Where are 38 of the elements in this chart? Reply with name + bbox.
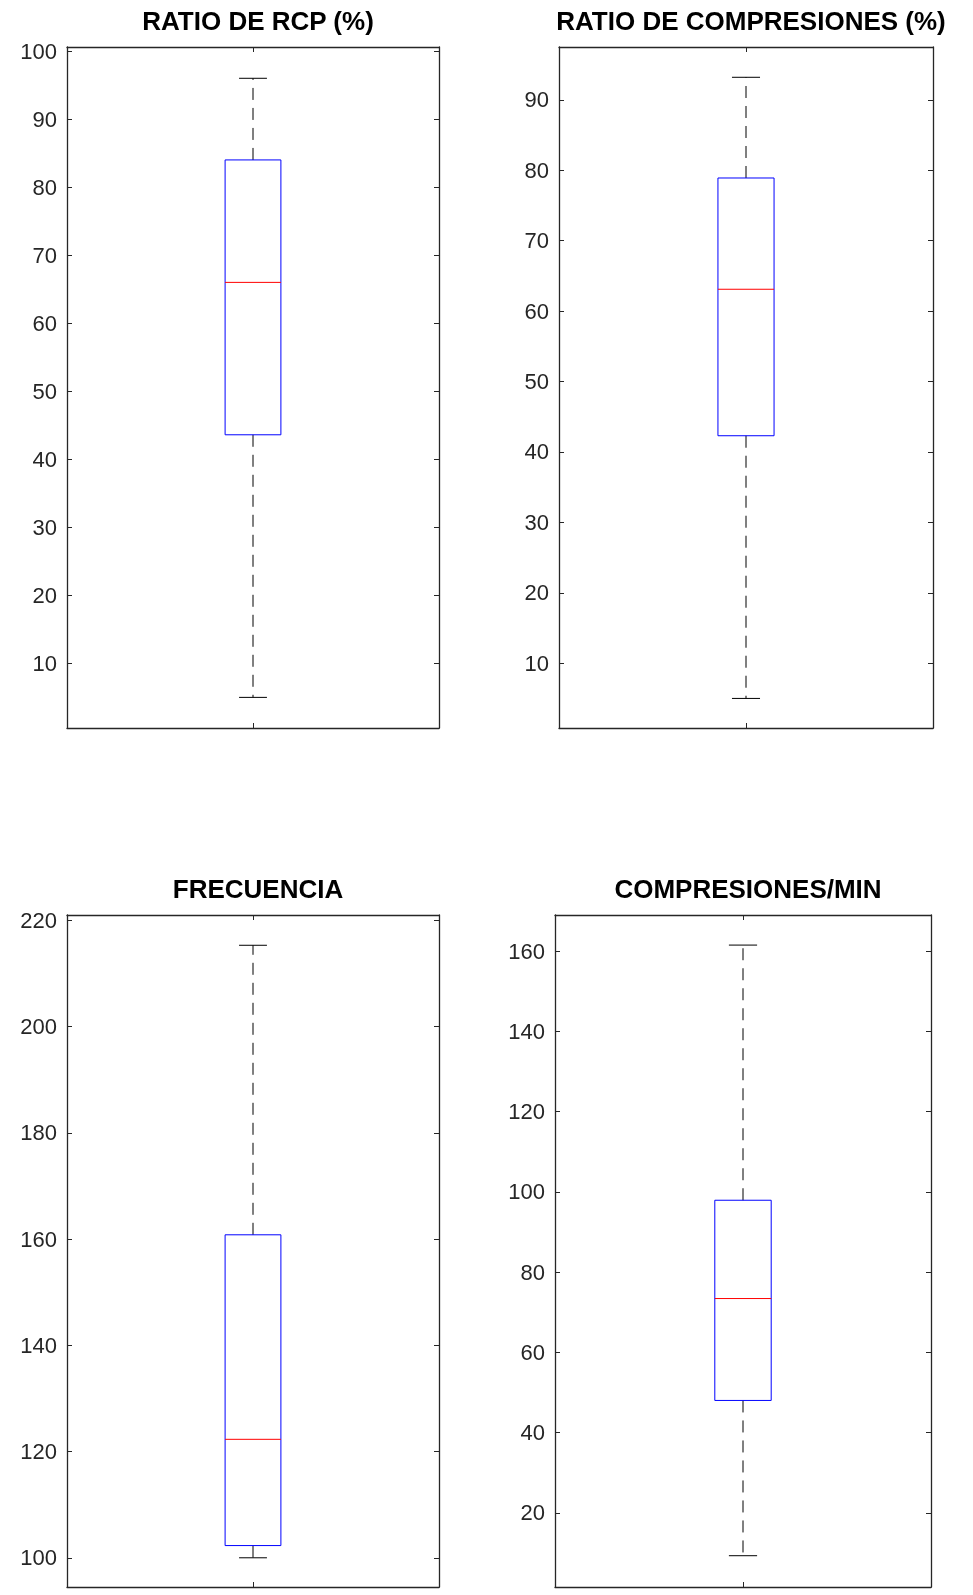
y-tick-label: 40 (524, 439, 549, 465)
y-tick-label: 200 (20, 1014, 57, 1040)
y-tick-label: 40 (32, 446, 57, 472)
y-tick-label: 120 (20, 1439, 57, 1465)
y-tick-label: 90 (32, 106, 57, 132)
y-tick-label: 40 (520, 1420, 545, 1446)
y-tick-label: 100 (508, 1179, 545, 1205)
y-tick-label: 30 (32, 514, 57, 540)
y-tick-label: 20 (520, 1500, 545, 1526)
y-tick-label: 100 (20, 38, 57, 64)
y-tick-label: 20 (32, 582, 57, 608)
y-tick-label: 30 (524, 509, 549, 535)
y-tick-label: 50 (32, 378, 57, 404)
y-tick-label: 60 (32, 310, 57, 336)
chart-title: RATIO DE COMPRESIONES (%) (556, 6, 946, 36)
chart-title: COMPRESIONES/MIN (614, 874, 882, 904)
chart-title: FRECUENCIA (172, 874, 344, 904)
y-tick-label: 10 (32, 650, 57, 676)
chart-title: RATIO DE RCP (%) (142, 6, 374, 36)
y-tick-label: 80 (520, 1259, 545, 1285)
y-tick-label: 160 (20, 1226, 57, 1252)
y-tick-label: 160 (508, 938, 545, 964)
y-tick-label: 60 (524, 298, 549, 324)
y-tick-label: 80 (524, 157, 549, 183)
y-tick-label: 140 (20, 1332, 57, 1358)
y-tick-label: 70 (32, 242, 57, 268)
y-tick-label: 10 (524, 650, 549, 676)
y-tick-label: 80 (32, 174, 57, 200)
y-tick-label: 120 (508, 1099, 545, 1125)
y-tick-label: 90 (524, 87, 549, 113)
y-tick-label: 70 (524, 228, 549, 254)
y-tick-label: 60 (520, 1339, 545, 1365)
y-tick-label: 100 (20, 1545, 57, 1571)
y-tick-label: 20 (524, 580, 549, 606)
y-tick-label: 140 (508, 1018, 545, 1044)
y-tick-label: 50 (524, 369, 549, 395)
y-tick-label: 220 (20, 907, 57, 933)
y-tick-label: 180 (20, 1120, 57, 1146)
